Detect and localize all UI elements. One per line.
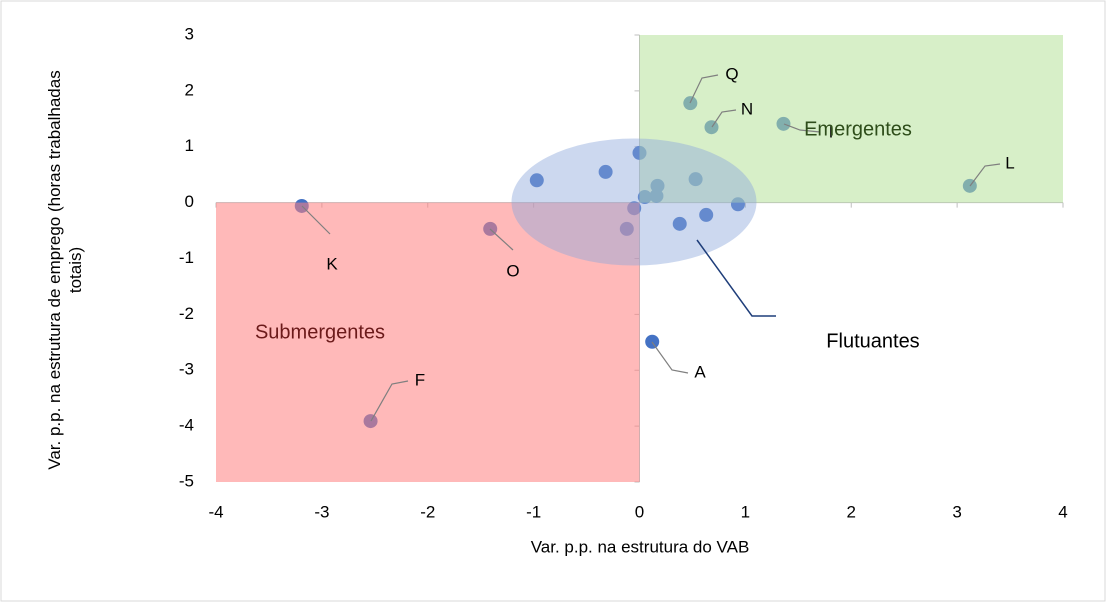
x-tick-label: -4 <box>208 502 223 521</box>
label-leader <box>301 205 331 235</box>
region-label: Emergentes <box>804 118 912 140</box>
x-tick-label: 2 <box>847 502 856 521</box>
region-flutuantes <box>511 138 757 266</box>
y-axis-title: Var. p.p. na estrutura de emprego (horas… <box>45 70 85 470</box>
y-axis-title-box: Var. p.p. na estrutura de emprego (horas… <box>45 70 85 470</box>
region-label: Submergentes <box>255 321 385 343</box>
label-leader <box>711 109 737 128</box>
point-label: K <box>326 254 338 273</box>
point <box>598 164 613 179</box>
x-axis-title: Var. p.p. na estrutura do VAB <box>531 537 750 556</box>
y-tick-label: -1 <box>179 248 194 267</box>
x-tick-label: 3 <box>952 502 961 521</box>
label-leader <box>969 163 1001 187</box>
point-label: Q <box>725 64 738 83</box>
label-leader <box>689 74 719 104</box>
y-tick-label: 0 <box>185 192 194 211</box>
region-emergentes <box>639 35 1063 203</box>
flutuantes-leader <box>696 239 776 317</box>
point <box>699 207 714 222</box>
label-leader <box>370 380 409 422</box>
point <box>645 334 660 349</box>
x-tick-label: 0 <box>635 502 644 521</box>
x-tick-label: -2 <box>420 502 435 521</box>
y-tick-label: -2 <box>179 304 194 323</box>
y-tick-label: 1 <box>185 136 194 155</box>
point <box>529 173 544 188</box>
point-label: L <box>1005 153 1014 172</box>
region-label: Flutuantes <box>826 330 919 352</box>
y-tick-label: 2 <box>185 80 194 99</box>
y-tick-label: 3 <box>185 24 194 43</box>
point-label: I <box>829 122 834 141</box>
point <box>672 216 687 231</box>
x-tick-label: 1 <box>741 502 750 521</box>
x-tick-label: -3 <box>314 502 329 521</box>
label-leader <box>783 123 821 133</box>
point-label: F <box>415 370 425 389</box>
label-leader <box>489 228 514 251</box>
label-leader <box>651 341 689 374</box>
region-submergentes <box>216 202 640 482</box>
y-tick-label: -3 <box>179 360 194 379</box>
x-tick-label: 4 <box>1058 502 1067 521</box>
x-tick-label: -1 <box>526 502 541 521</box>
point-label: A <box>694 362 706 381</box>
y-tick-label: -4 <box>179 416 194 435</box>
y-tick-label: -5 <box>179 471 194 490</box>
point-label: O <box>506 261 519 280</box>
point-label: N <box>741 99 753 118</box>
